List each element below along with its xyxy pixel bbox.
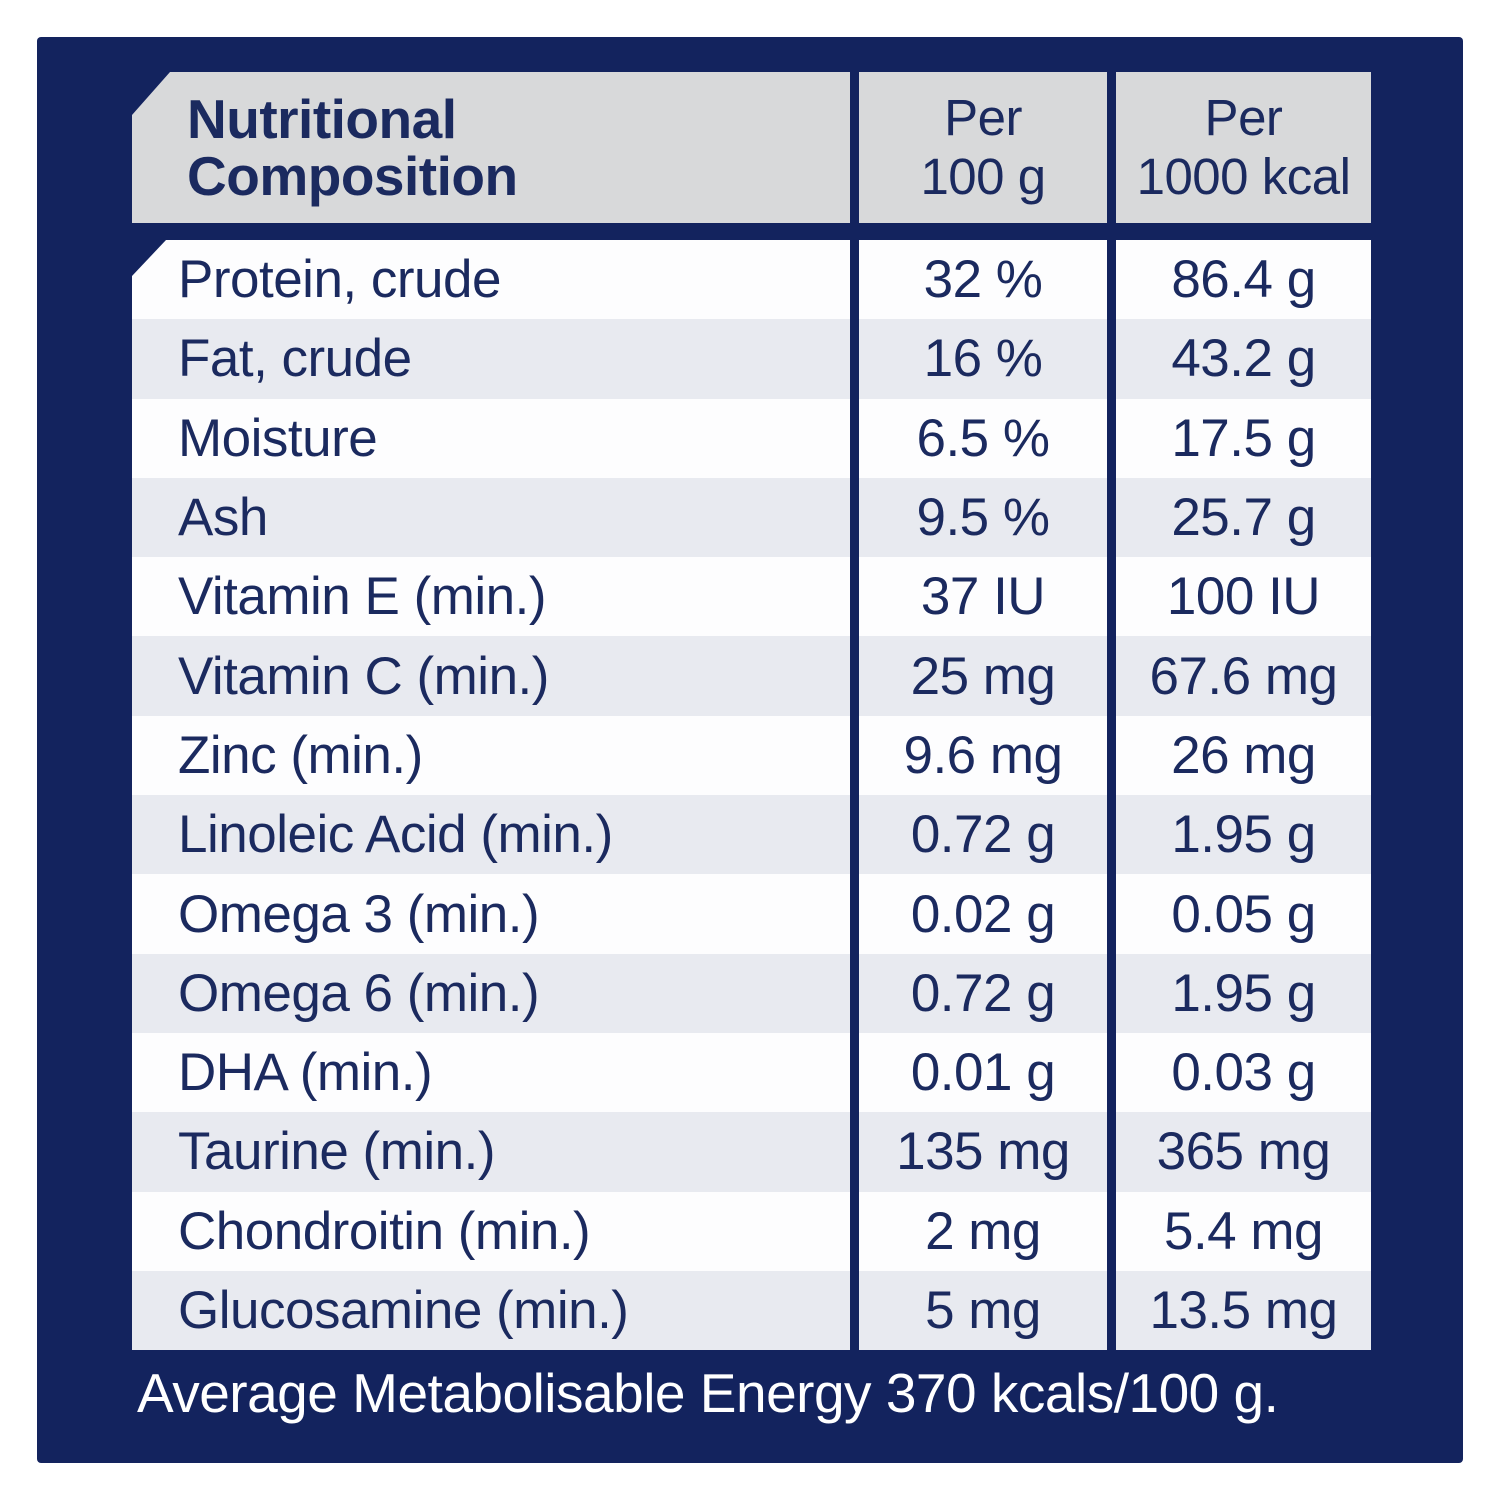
row-label: DHA (min.) [132,1032,850,1113]
row-value-per-100g: 0.72 g [859,953,1107,1033]
row-label: Chondroitin (min.) [132,1191,850,1271]
row-value-per-100g: 37 IU [859,557,1107,637]
row-value-per-1000kcal: 25.7 g [1116,477,1371,558]
column-header-per-1000kcal: Per 1000 kcal [1116,72,1371,223]
row-value-per-1000kcal: 1.95 g [1116,795,1371,875]
row-value-per-1000kcal: 1.95 g [1116,953,1371,1033]
row-label: Vitamin E (min.) [132,557,850,637]
row-label: Moisture [132,398,850,478]
row-value-per-1000kcal: 26 mg [1116,715,1371,796]
row-label: Vitamin C (min.) [132,636,850,716]
row-value-per-1000kcal: 86.4 g [1116,240,1371,320]
row-value-per-100g: 5 mg [859,1270,1107,1351]
table-header-row: Nutritional Composition Per 100 g Per 10… [132,72,1371,223]
row-value-per-1000kcal: 17.5 g [1116,398,1371,478]
table-body: Protein, crude 32 % 86.4 g Fat, crude 16… [132,240,1371,1351]
row-value-per-100g: 0.01 g [859,1032,1107,1113]
row-value-per-1000kcal: 365 mg [1116,1112,1371,1192]
row-value-per-100g: 135 mg [859,1112,1107,1192]
row-value-per-100g: 16 % [859,319,1107,399]
average-energy-note: Average Metabolisable Energy 370 kcals/1… [137,1362,1279,1424]
row-label: Protein, crude [132,240,850,320]
row-value-per-100g: 0.72 g [859,795,1107,875]
row-label: Omega 3 (min.) [132,874,850,954]
row-value-per-100g: 9.6 mg [859,715,1107,796]
row-label: Taurine (min.) [132,1112,850,1192]
nutrition-panel: Nutritional Composition Per 100 g Per 10… [37,37,1463,1463]
column-header-per-100g: Per 100 g [859,72,1107,223]
row-value-per-1000kcal: 67.6 mg [1116,636,1371,716]
row-value-per-100g: 25 mg [859,636,1107,716]
row-label: Fat, crude [132,319,850,399]
row-value-per-100g: 0.02 g [859,874,1107,954]
row-value-per-1000kcal: 100 IU [1116,557,1371,637]
row-value-per-1000kcal: 13.5 mg [1116,1270,1371,1351]
row-value-per-1000kcal: 43.2 g [1116,319,1371,399]
row-value-per-100g: 32 % [859,240,1107,320]
row-value-per-100g: 2 mg [859,1191,1107,1271]
row-value-per-1000kcal: 5.4 mg [1116,1191,1371,1271]
row-label: Glucosamine (min.) [132,1270,850,1351]
row-value-per-100g: 9.5 % [859,477,1107,558]
row-label: Ash [132,477,850,558]
table-title: Nutritional Composition [132,72,850,223]
row-label: Zinc (min.) [132,715,850,796]
nutrition-table: Nutritional Composition Per 100 g Per 10… [132,72,1371,1351]
row-label: Omega 6 (min.) [132,953,850,1033]
row-label: Linoleic Acid (min.) [132,795,850,875]
row-value-per-1000kcal: 0.05 g [1116,874,1371,954]
row-value-per-1000kcal: 0.03 g [1116,1032,1371,1113]
row-value-per-100g: 6.5 % [859,398,1107,478]
